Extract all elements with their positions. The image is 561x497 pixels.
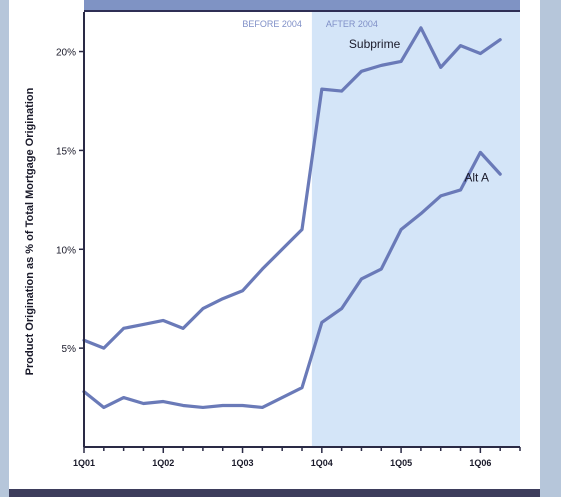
- series-1-point: [399, 60, 403, 63]
- top-bar: [84, 0, 520, 12]
- series-2-point: [142, 402, 145, 405]
- series-2-point: [221, 404, 224, 407]
- series-1-point: [280, 248, 284, 251]
- series-1-point: [201, 307, 205, 310]
- y-tick-label: 5%: [62, 344, 77, 355]
- series-1-point: [142, 323, 145, 326]
- x-tick-label: 1Q05: [390, 458, 412, 468]
- x-tick-label: 1Q01: [73, 458, 95, 468]
- series-1-point: [300, 228, 304, 231]
- series-1-point: [162, 319, 165, 322]
- series-2-point: [300, 386, 304, 389]
- series-1-point: [459, 44, 462, 47]
- series-1-point: [181, 327, 185, 330]
- series-2-point: [399, 228, 403, 231]
- series-2-point: [181, 404, 185, 407]
- series-1-point: [122, 327, 125, 330]
- series-2-point: [241, 404, 244, 407]
- bottom-bar: [9, 489, 540, 497]
- series-1-point: [360, 70, 363, 73]
- series-line-2: [82, 150, 502, 410]
- y-axis-label: Product Origination as % of Total Mortga…: [24, 87, 36, 375]
- series-2-point: [261, 406, 264, 409]
- region-label-2: AFTER 2004: [326, 19, 378, 29]
- series-1-point: [221, 297, 224, 300]
- x-tick-label: 1Q06: [469, 458, 491, 468]
- series-1-point: [261, 267, 264, 271]
- y-tick-label: 10%: [56, 245, 76, 256]
- series-label-2: Alt A: [464, 170, 489, 184]
- series-1-point: [102, 346, 106, 350]
- series-line-1: [82, 26, 502, 350]
- series-2-point: [380, 267, 383, 271]
- series-2-point: [340, 307, 343, 310]
- series-1-point: [340, 89, 343, 93]
- series-1-point: [439, 66, 442, 69]
- series-2-point: [122, 396, 125, 399]
- x-tick-label: 1Q02: [152, 458, 174, 468]
- series-2-point: [102, 406, 106, 409]
- y-tick-label: 15%: [56, 146, 76, 157]
- series-1-point: [320, 87, 324, 91]
- series-2-point: [479, 151, 482, 154]
- series-1-point: [419, 26, 423, 30]
- series-2-point: [360, 277, 363, 281]
- region-label-1: BEFORE 2004: [242, 19, 302, 29]
- series-1-point: [380, 64, 383, 67]
- x-tick-label: 1Q04: [311, 458, 333, 468]
- series-1-point: [241, 289, 244, 292]
- region-2: [311, 12, 520, 447]
- x-tick-label: 1Q03: [232, 458, 254, 468]
- y-tick-label: 20%: [56, 48, 76, 59]
- series-2-point: [320, 321, 324, 324]
- series-2-point: [162, 400, 165, 403]
- region-1: [84, 12, 312, 447]
- series-2-point: [201, 406, 205, 409]
- series-2-point: [419, 212, 423, 215]
- series-2-point: [439, 194, 442, 198]
- series-1-point: [498, 38, 502, 41]
- series-1-point: [479, 52, 482, 55]
- series-2-point: [459, 188, 462, 192]
- series-2-point: [280, 396, 284, 399]
- series-2-point: [498, 172, 502, 176]
- series-label-1: Subprime: [349, 37, 401, 51]
